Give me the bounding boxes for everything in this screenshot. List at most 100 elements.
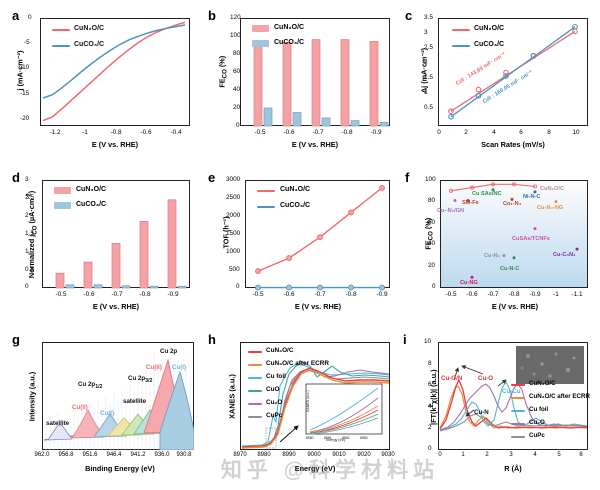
panel-d-legend-swatch-0	[54, 187, 71, 194]
panel-i-legend-swatch-4	[511, 436, 525, 439]
panel-i-annotation-cu-n: Cu-N	[474, 409, 489, 416]
panel-a-axes	[40, 18, 190, 126]
panel-d-legend-swatch-1	[54, 202, 71, 209]
panel-d-ytick-2: 1	[25, 248, 29, 255]
panel-a-xtick-0: -1.2	[49, 129, 61, 136]
panel-e-ytick-4: 2000	[226, 212, 241, 219]
panel-f-xtick-2: -0.7	[487, 291, 499, 298]
panel-i-xtick-4: 4	[533, 452, 537, 458]
panel-h-xtick-5: 9020	[357, 452, 371, 458]
panel-h-xtick-6: 9030	[381, 452, 395, 458]
panel-f-ylabel: FECO (%)	[423, 217, 435, 250]
panel-g-xtick-0: 962.0	[34, 452, 50, 458]
panel-a-xtick-1: -1	[82, 129, 88, 136]
panel-f-ref-7: Cu-N₂	[484, 253, 500, 259]
panel-g-annotation-cu2p: Cu 2p	[160, 348, 178, 355]
panel-g-annotation-cu1-right: Cu(I)	[172, 364, 187, 371]
panel-b-legend-swatch-1	[252, 40, 269, 47]
panel-g-ylabel: Intensity (a.u.)	[27, 371, 37, 422]
panel-b-xtick-4: -0.9	[370, 129, 382, 136]
panel-i-xtick-3: 3	[509, 452, 513, 458]
panel-g-xtick-2: 951.6	[82, 452, 98, 458]
panel-e-label: e	[208, 170, 216, 185]
panel-f-xtick-5: -1	[553, 291, 559, 298]
panel-d-label: d	[12, 170, 20, 185]
panel-d-legend-1: CuCO₃/C	[76, 201, 107, 208]
panel-e-xtick-1: -0.6	[283, 291, 295, 298]
panel-i-xtick-0: 0	[438, 452, 442, 458]
panel-d-xtick-0: -0.5	[55, 291, 67, 298]
svg-text:8982: 8982	[342, 436, 350, 440]
panel-e-xlabel: E (V vs. RHE)	[294, 302, 342, 311]
panel-e-plot	[255, 184, 385, 291]
panel-i-xtick-1: 1	[461, 452, 465, 458]
panel-g-annotation-cu2p32: Cu 2p3/2	[128, 375, 153, 385]
panel-b-xtick-2: -0.7	[312, 129, 324, 136]
panel-a-legend-1: CuCO₃/C	[74, 41, 105, 48]
panel-e-xtick-4: -0.9	[376, 291, 388, 298]
panel-i-legend-swatch-3	[511, 423, 525, 426]
panel-h-legend-1: CuN₃O/C after ECRR	[266, 360, 329, 367]
panel-i-xtick-2: 2	[485, 452, 489, 458]
panel-b-plot	[253, 39, 389, 127]
panel-g-xtick-3: 946.4	[106, 452, 122, 458]
panel-c-ytick-6: 3.5	[424, 14, 433, 21]
panel-b-ylabel: FECO (%)	[217, 55, 229, 88]
panel-a-ytick-3: -15	[20, 90, 30, 97]
panel-b-ytick-1: 20	[233, 104, 241, 111]
panel-a-ytick-2: -10	[20, 64, 30, 71]
panel-d-ytick-1: 0.5	[25, 266, 34, 273]
panel-e-ytick-0: 0	[236, 283, 240, 290]
svg-text:8983: 8983	[360, 436, 368, 440]
panel-h-legend-swatch-2	[248, 377, 262, 380]
panel-c-ytick-0: 0.5	[424, 104, 433, 111]
panel-f-xtick-0: -0.5	[445, 291, 457, 298]
panel-h-legend-0: CuN₃O/C	[266, 347, 294, 354]
panel-h-legend-4: Cu₂O	[266, 399, 283, 406]
panel-a-label: a	[12, 8, 20, 23]
panel-i-ytick-1: 2	[428, 424, 432, 431]
panel-b-ytick-6: 120	[230, 14, 241, 21]
panel-f-label: f	[405, 170, 410, 185]
panel-i-ylabel: |FT(k2χ(k)| (a.u.)	[427, 369, 439, 425]
panel-h-legend-5: CuPc	[266, 412, 283, 419]
panel-c-label: c	[405, 8, 413, 23]
panel-a-xtick-3: -0.6	[140, 129, 152, 136]
panel-c-ytick-2: 1.5	[424, 74, 433, 81]
panel-f-ytick-4: 80	[428, 197, 436, 204]
panel-c-xtick-4: 8	[547, 129, 551, 136]
panel-c-ytick-5: 3	[424, 29, 428, 36]
panel-e-ytick-6: 3000	[226, 176, 241, 183]
panel-i-plot	[439, 346, 588, 432]
panel-d-ytick-6: 3	[25, 176, 29, 183]
panel-b-xtick-0: -0.5	[254, 129, 266, 136]
panel-e-legend-swatch-0	[257, 190, 275, 193]
panel-d-xtick-2: -0.7	[111, 291, 123, 298]
panel-b-legend-1: CuCO₃/C	[274, 39, 305, 46]
panel-f-ytick-3: 60	[428, 219, 436, 226]
panel-i-ytick-5: 10	[424, 338, 432, 345]
panel-a-ytick-4: -20	[20, 115, 30, 122]
panel-i-ytick-0: 0	[428, 445, 432, 452]
panel-g-xtick-5: 936.0	[154, 452, 170, 458]
panel-c-xtick-5: 10	[572, 129, 580, 136]
panel-e-legend-1: CuCO₃/C	[280, 202, 311, 209]
panel-f-ref-6: CuSAs/TCNFs	[512, 236, 550, 242]
panel-h-ylabel: XANES (a.u.)	[227, 374, 237, 419]
panel-c-xtick-1: 2	[464, 129, 468, 136]
panel-h-legend-swatch-0	[248, 351, 262, 354]
panel-f-ref-1: SM-Fe	[462, 200, 479, 206]
panel-f-ref-10: Cu-NG	[460, 280, 478, 286]
panel-b-xtick-3: -0.8	[341, 129, 353, 136]
panel-i-legend-2: Cu foil	[529, 406, 549, 413]
panel-f-xtick-6: -1.1	[571, 291, 583, 298]
panel-i-xlabel: R (Å)	[504, 464, 522, 473]
panel-a-legend-swatch-0	[52, 29, 70, 32]
svg-text:8981: 8981	[324, 436, 332, 440]
panel-d-xtick-1: -0.6	[83, 291, 95, 298]
panel-i-legend-swatch-1	[511, 397, 525, 400]
panel-c-legend-1: CuCO₃/C	[474, 41, 505, 48]
panel-c-xlabel: Scan Rates (mV/s)	[481, 140, 545, 149]
panel-i-legend-1: CuN₃O/C after ECRR	[529, 393, 590, 400]
